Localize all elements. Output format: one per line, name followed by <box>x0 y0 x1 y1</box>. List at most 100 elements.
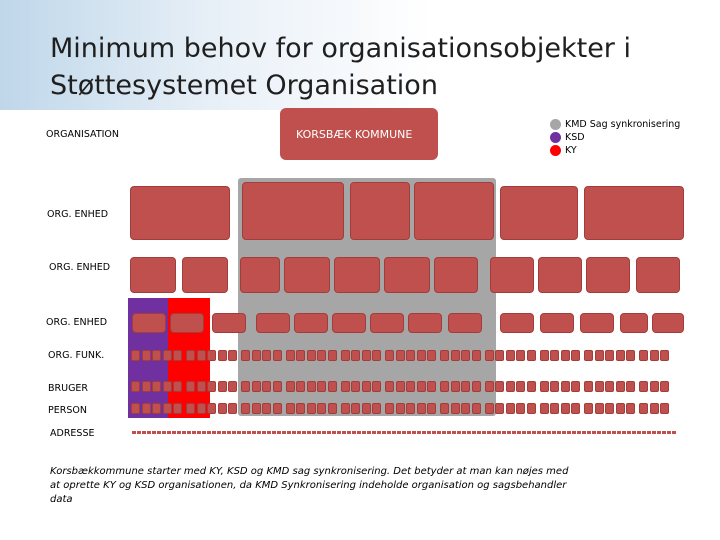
adresse-segment <box>657 431 661 434</box>
bruger-square <box>495 381 504 392</box>
org-funk-square <box>615 350 625 361</box>
adresse-segment <box>362 431 366 434</box>
person-square <box>416 403 426 414</box>
org-enhed-l3-box <box>620 313 648 333</box>
person-square <box>152 403 161 414</box>
adresse-segment <box>472 431 476 434</box>
person-square <box>495 403 504 414</box>
adresse-segment <box>622 431 626 434</box>
adresse-segment <box>162 431 166 434</box>
person-square <box>626 403 635 414</box>
org-enhed-l2-box <box>240 257 280 293</box>
adresse-segment <box>252 431 256 434</box>
adresse-segment <box>257 431 261 434</box>
org-funk-square <box>351 350 360 361</box>
bruger-square <box>131 381 140 392</box>
org-funk-square <box>539 350 549 361</box>
org-funk-square <box>526 350 536 361</box>
adresse-segment <box>287 431 291 434</box>
adresse-segment <box>507 431 511 434</box>
adresse-segment <box>512 431 516 434</box>
bruger-square <box>186 381 195 392</box>
level-label-adresse: ADRESSE <box>50 428 95 439</box>
adresse-segment <box>302 431 306 434</box>
adresse-segment <box>452 431 456 434</box>
org-enhed-l2-box <box>636 257 680 293</box>
org-funk-square <box>272 350 282 361</box>
org-funk-square <box>516 350 525 361</box>
adresse-segment <box>247 431 251 434</box>
adresse-segment <box>387 431 391 434</box>
org-funk-square <box>262 350 271 361</box>
adresse-segment <box>307 431 311 434</box>
adresse-segment <box>667 431 671 434</box>
org-enhed-l3-box <box>408 313 442 333</box>
person-square <box>560 403 570 414</box>
adresse-segment <box>342 431 346 434</box>
org-enhed-l1-box <box>350 182 410 240</box>
caption-text: Korsbækkommune starter med KY, KSD og KM… <box>50 466 569 505</box>
person-square <box>361 403 371 414</box>
org-enhed-l3-box <box>652 313 684 333</box>
org-funk-square <box>505 350 515 361</box>
adresse-segment <box>642 431 646 434</box>
bruger-square <box>272 381 282 392</box>
bruger-square <box>251 381 261 392</box>
adresse-segment <box>357 431 361 434</box>
legend-item-ksd: KSD <box>550 131 680 144</box>
adresse-segment <box>352 431 356 434</box>
org-enhed-l1-box <box>242 182 344 240</box>
org-funk-square <box>594 350 604 361</box>
org-funk-square <box>285 350 295 361</box>
org-funk-square <box>131 350 140 361</box>
adresse-segment <box>537 431 541 434</box>
adresse-segment <box>422 431 426 434</box>
adresse-segment <box>532 431 536 434</box>
adresse-segment <box>417 431 421 434</box>
org-enhed-l2-box <box>384 257 430 293</box>
org-funk-square <box>306 350 316 361</box>
org-enhed-l2-box <box>182 257 228 293</box>
person-square <box>217 403 227 414</box>
adresse-segment <box>602 431 606 434</box>
person-square <box>615 403 625 414</box>
bruger-square <box>406 381 415 392</box>
adresse-segment <box>212 431 216 434</box>
adresse-segment <box>492 431 496 434</box>
adresse-segment <box>457 431 461 434</box>
adresse-segment <box>502 431 506 434</box>
bruger-square <box>560 381 570 392</box>
person-square <box>526 403 536 414</box>
adresse-segment <box>542 431 546 434</box>
bruger-square <box>526 381 536 392</box>
bruger-square <box>361 381 371 392</box>
person-square <box>173 403 182 414</box>
org-funk-square <box>228 350 237 361</box>
adresse-segment <box>192 431 196 434</box>
adresse-segment <box>407 431 411 434</box>
adresse-segment <box>447 431 451 434</box>
person-square <box>649 403 659 414</box>
bruger-square <box>395 381 405 392</box>
org-funk-square <box>141 350 151 361</box>
org-enhed-l2-box <box>130 257 176 293</box>
org-funk-square <box>605 350 614 361</box>
bruger-square <box>207 381 216 392</box>
org-enhed-l2-box <box>284 257 330 293</box>
person-square <box>272 403 282 414</box>
org-funk-square <box>162 350 172 361</box>
adresse-segment <box>282 431 286 434</box>
person-square <box>351 403 360 414</box>
org-enhed-l3-box <box>370 313 404 333</box>
adresse-segment <box>242 431 246 434</box>
adresse-segment <box>297 431 301 434</box>
org-funk-square <box>584 350 593 361</box>
bruger-square <box>340 381 350 392</box>
org-funk-square <box>372 350 381 361</box>
person-square <box>639 403 648 414</box>
bruger-square <box>152 381 161 392</box>
bruger-square <box>162 381 172 392</box>
adresse-segment <box>237 431 241 434</box>
adresse-segment <box>632 431 636 434</box>
org-funk-square <box>550 350 559 361</box>
